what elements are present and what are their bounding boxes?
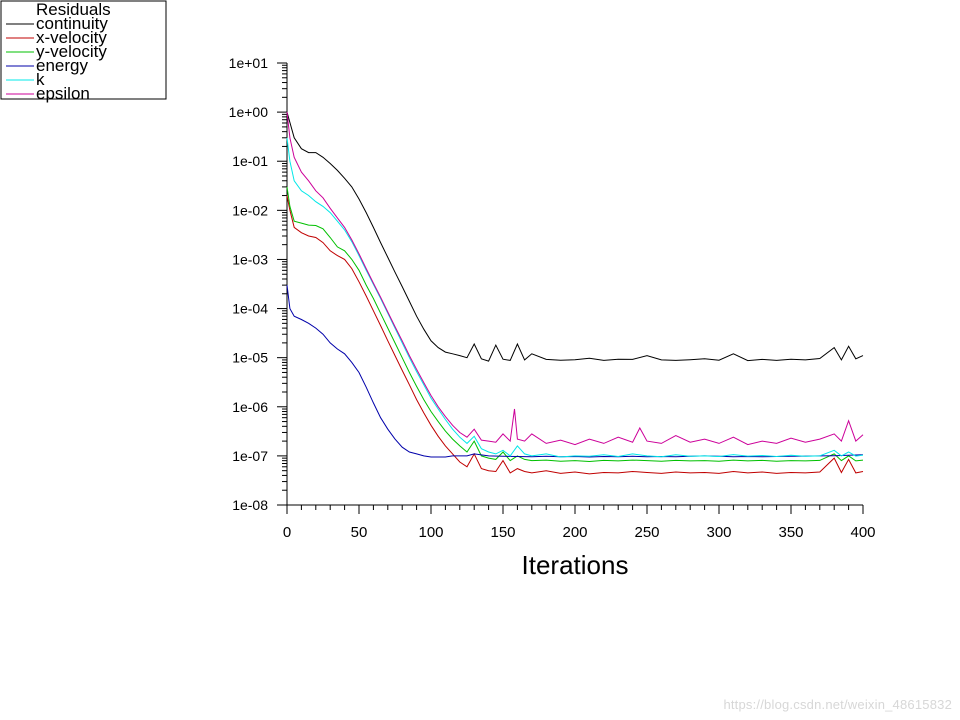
series-layer xyxy=(286,111,864,475)
x-tick-label: 200 xyxy=(562,524,587,541)
y-tick-label: 1e-07 xyxy=(232,448,268,464)
x-tick-label: 0 xyxy=(283,524,291,541)
y-tick-label: 1e+01 xyxy=(229,55,269,71)
legend-label-k: k xyxy=(36,70,45,89)
y-ticks: 1e-08 1e-07 1e-06 1e-05 1e-04 1e-03 1e-02 1e-01… xyxy=(229,55,287,513)
legend: Residuals continuityx-velocityy-velocity… xyxy=(0,0,167,103)
legend-box xyxy=(0,0,167,100)
legend-label-epsilon: epsilon xyxy=(36,84,90,103)
legend-label-y-velocity: y-velocity xyxy=(36,42,107,61)
series-line-continuity xyxy=(286,111,864,362)
x-tick-label: 400 xyxy=(850,524,875,541)
x-ticks: 0 50 100 150 200 250 300 350 400 xyxy=(283,505,876,541)
x-tick-label: 250 xyxy=(634,524,659,541)
x-axis-label: Iterations xyxy=(522,550,629,580)
y-tick-label: 1e+00 xyxy=(229,104,269,120)
y-tick-label: 1e-06 xyxy=(232,399,268,415)
legend-label-energy: energy xyxy=(36,56,88,75)
legend-title: Residuals xyxy=(36,0,111,19)
legend-label-continuity: continuity xyxy=(36,14,108,33)
x-tick-label: 350 xyxy=(778,524,803,541)
y-tick-label: 1e-03 xyxy=(232,251,268,267)
series-line-energy xyxy=(286,285,864,458)
series-line-epsilon xyxy=(286,112,864,446)
series-line-x-velocity xyxy=(286,195,864,475)
series-line-k xyxy=(286,137,864,458)
x-tick-label: 100 xyxy=(418,524,443,541)
x-tick-label: 50 xyxy=(351,524,368,541)
x-tick-label: 300 xyxy=(706,524,731,541)
y-tick-label: 1e-04 xyxy=(232,301,268,317)
y-tick-label: 1e-01 xyxy=(232,153,268,169)
series-line-y-velocity xyxy=(286,186,864,463)
legend-items: continuityx-velocityy-velocityenergykeps… xyxy=(6,14,108,103)
plot-axes: 1e-08 1e-07 1e-06 1e-05 1e-04 1e-03 1e-02 1e-01… xyxy=(229,55,876,541)
x-tick-label: 150 xyxy=(490,524,515,541)
y-tick-label: 1e-02 xyxy=(232,202,268,218)
y-tick-label: 1e-05 xyxy=(232,350,268,366)
legend-label-x-velocity: x-velocity xyxy=(36,28,107,47)
watermark-text: https://blog.csdn.net/weixin_48615832 xyxy=(723,697,952,712)
y-tick-label: 1e-08 xyxy=(232,497,268,513)
